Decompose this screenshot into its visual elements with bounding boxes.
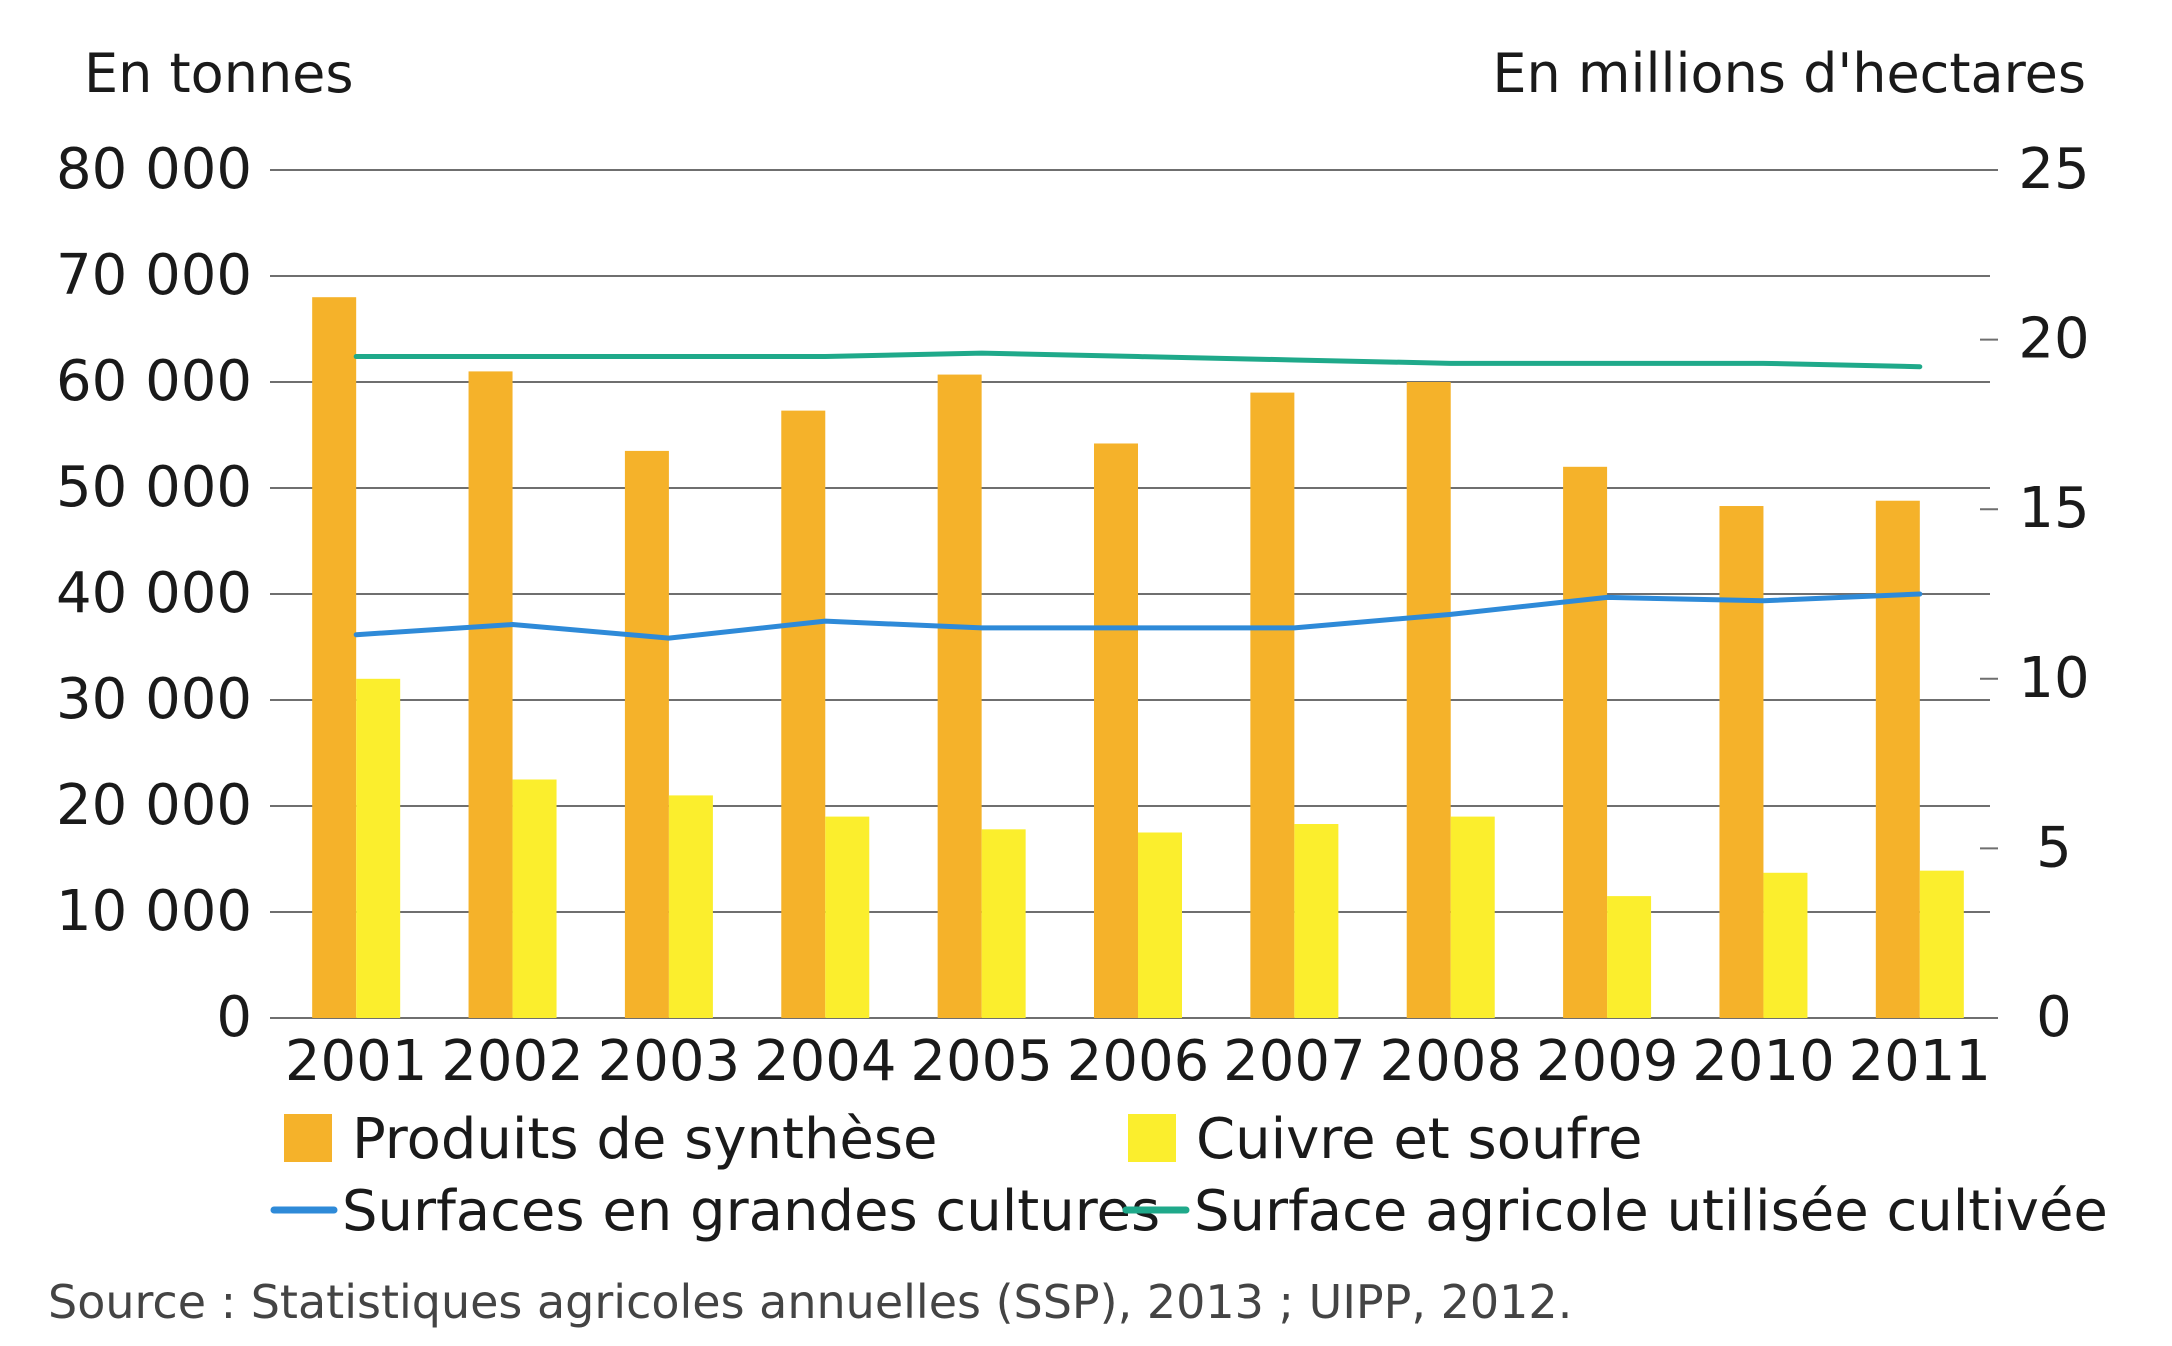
bar-produits-de-synthese xyxy=(468,371,513,1018)
bar-produits-de-synthese xyxy=(1875,500,1920,1019)
left-axis-title: En tonnes xyxy=(84,42,354,105)
x-tick-label: 2002 xyxy=(441,1029,584,1094)
bar-cuivre-et-soufre xyxy=(1763,872,1808,1018)
right-axis: 0 5 10 15 20 25 xyxy=(1980,137,2090,1050)
legend-surfaces-grandes-cultures-label: Surfaces en grandes cultures xyxy=(342,1179,1160,1244)
source-note: Source : Statistiques agricoles annuelle… xyxy=(48,1275,1572,1329)
line-surface-agricole-utilisee xyxy=(353,350,1923,370)
x-tick-label: 2009 xyxy=(1536,1029,1679,1094)
legend-produits-de-synthese-swatch xyxy=(284,1114,332,1162)
left-tick-label: 30 000 xyxy=(56,667,252,732)
left-tick-label: 80 000 xyxy=(56,137,252,202)
left-tick-label: 70 000 xyxy=(56,243,252,308)
right-tick-label: 25 xyxy=(2018,137,2089,202)
bar-produits-de-synthese xyxy=(1406,382,1451,1018)
right-tick-label: 0 xyxy=(2036,985,2072,1050)
bar-cuivre-et-soufre xyxy=(981,829,1026,1018)
left-tick-label: 0 xyxy=(216,985,252,1050)
legend: Produits de synthèse Cuivre et soufre Surf… xyxy=(270,1107,2108,1244)
bars xyxy=(312,297,1964,1019)
bar-cuivre-et-soufre xyxy=(1607,896,1652,1018)
right-axis-title: En millions d'hectares xyxy=(1492,42,2086,105)
line-surfaces-grandes-cultures xyxy=(353,591,1923,641)
left-tick-label: 40 000 xyxy=(56,561,252,626)
right-tick-label: 5 xyxy=(2036,815,2072,880)
left-tick-label: 50 000 xyxy=(56,455,252,520)
x-tick-label: 2004 xyxy=(754,1029,897,1094)
legend-cuivre-et-soufre-label: Cuivre et soufre xyxy=(1196,1107,1642,1172)
left-tick-label: 60 000 xyxy=(56,349,252,414)
bar-produits-de-synthese xyxy=(781,410,826,1018)
x-tick-label: 2010 xyxy=(1692,1029,1835,1094)
bar-cuivre-et-soufre xyxy=(1138,832,1182,1018)
left-axis: 0 10 000 20 000 30 000 40 000 50 000 60 000 70 … xyxy=(56,137,252,1050)
x-tick-label: 2007 xyxy=(1223,1029,1366,1094)
legend-cuivre-et-soufre-swatch xyxy=(1128,1114,1176,1162)
x-tick-label: 2011 xyxy=(1849,1029,1992,1094)
right-tick-label: 20 xyxy=(2018,307,2089,372)
bar-cuivre-et-soufre xyxy=(825,816,870,1018)
bar-cuivre-et-soufre xyxy=(356,678,401,1018)
left-tick-label: 10 000 xyxy=(56,879,252,944)
bar-produits-de-synthese xyxy=(1719,506,1764,1018)
bar-produits-de-synthese xyxy=(1563,466,1608,1018)
bar-cuivre-et-soufre xyxy=(1450,816,1495,1018)
x-tick-label: 2006 xyxy=(1067,1029,1210,1094)
lines xyxy=(353,350,1923,641)
bar-produits-de-synthese xyxy=(624,450,669,1018)
legend-produits-de-synthese-label: Produits de synthèse xyxy=(352,1107,938,1172)
bar-produits-de-synthese xyxy=(937,374,982,1019)
left-tick-label: 20 000 xyxy=(56,773,252,838)
x-tick-label: 2001 xyxy=(285,1029,428,1094)
x-axis: 2001 2002 2003 2004 2005 2006 2007 2008 2009 2010… xyxy=(285,1029,1991,1094)
right-tick-label: 10 xyxy=(2018,646,2089,711)
x-tick-label: 2005 xyxy=(910,1029,1053,1094)
bar-cuivre-et-soufre xyxy=(512,779,557,1018)
bar-produits-de-synthese xyxy=(1094,443,1138,1019)
bar-cuivre-et-soufre xyxy=(1294,824,1339,1018)
x-tick-label: 2008 xyxy=(1379,1029,1522,1094)
bar-produits-de-synthese xyxy=(1250,392,1295,1019)
x-tick-label: 2003 xyxy=(598,1029,741,1094)
right-tick-label: 15 xyxy=(2018,476,2089,541)
bar-cuivre-et-soufre xyxy=(1919,870,1964,1018)
legend-surface-agricole-utilisee-label: Surface agricole utilisée cultivée xyxy=(1194,1179,2108,1244)
bar-produits-de-synthese xyxy=(312,297,357,1018)
bar-cuivre-et-soufre xyxy=(668,795,713,1018)
